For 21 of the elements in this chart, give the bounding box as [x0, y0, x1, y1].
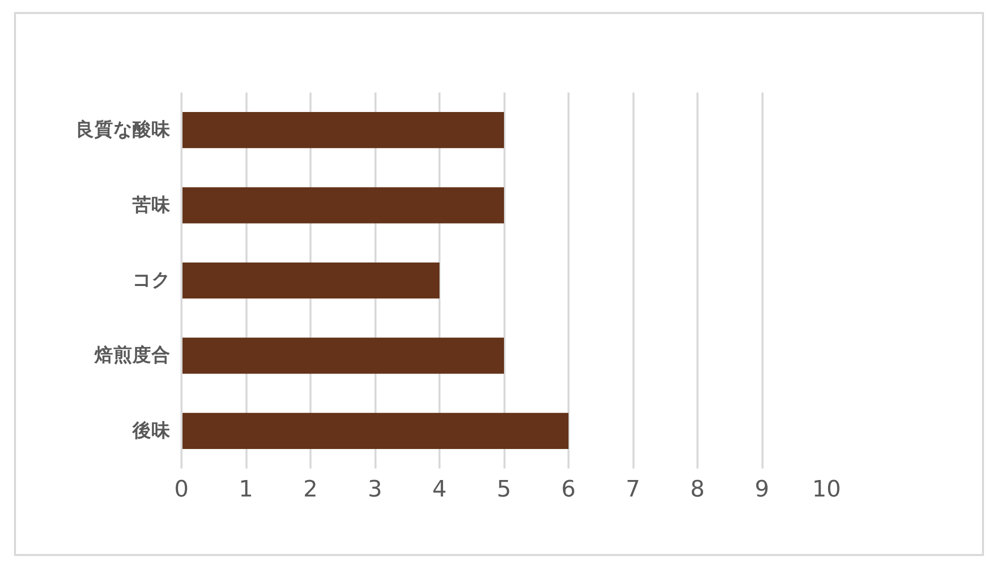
x-tick-label: 8 [690, 476, 705, 502]
y-tick-label: 焙煎度合 [94, 344, 170, 366]
x-tick-label: 10 [812, 476, 841, 502]
x-tick-label: 9 [754, 476, 770, 502]
y-tick-label: 苦味 [132, 194, 172, 216]
x-tick-label: 1 [238, 476, 254, 502]
bar [182, 112, 504, 148]
x-tick-label: 0 [174, 476, 189, 502]
x-tick-label: 3 [368, 476, 382, 502]
x-tick-label: 5 [496, 476, 512, 502]
bar [182, 412, 568, 449]
x-tick-label: 6 [561, 476, 576, 502]
y-tick-label: 後味 [132, 419, 172, 442]
x-tick-label: 4 [432, 476, 447, 502]
bar [182, 338, 504, 374]
y-tick-label: コク [132, 270, 170, 291]
bar [182, 187, 504, 224]
x-tick-label: 2 [303, 476, 318, 502]
bar [182, 262, 440, 299]
y-tick-label: 良質な酸味 [76, 118, 172, 141]
x-tick-label: 7 [626, 476, 640, 502]
